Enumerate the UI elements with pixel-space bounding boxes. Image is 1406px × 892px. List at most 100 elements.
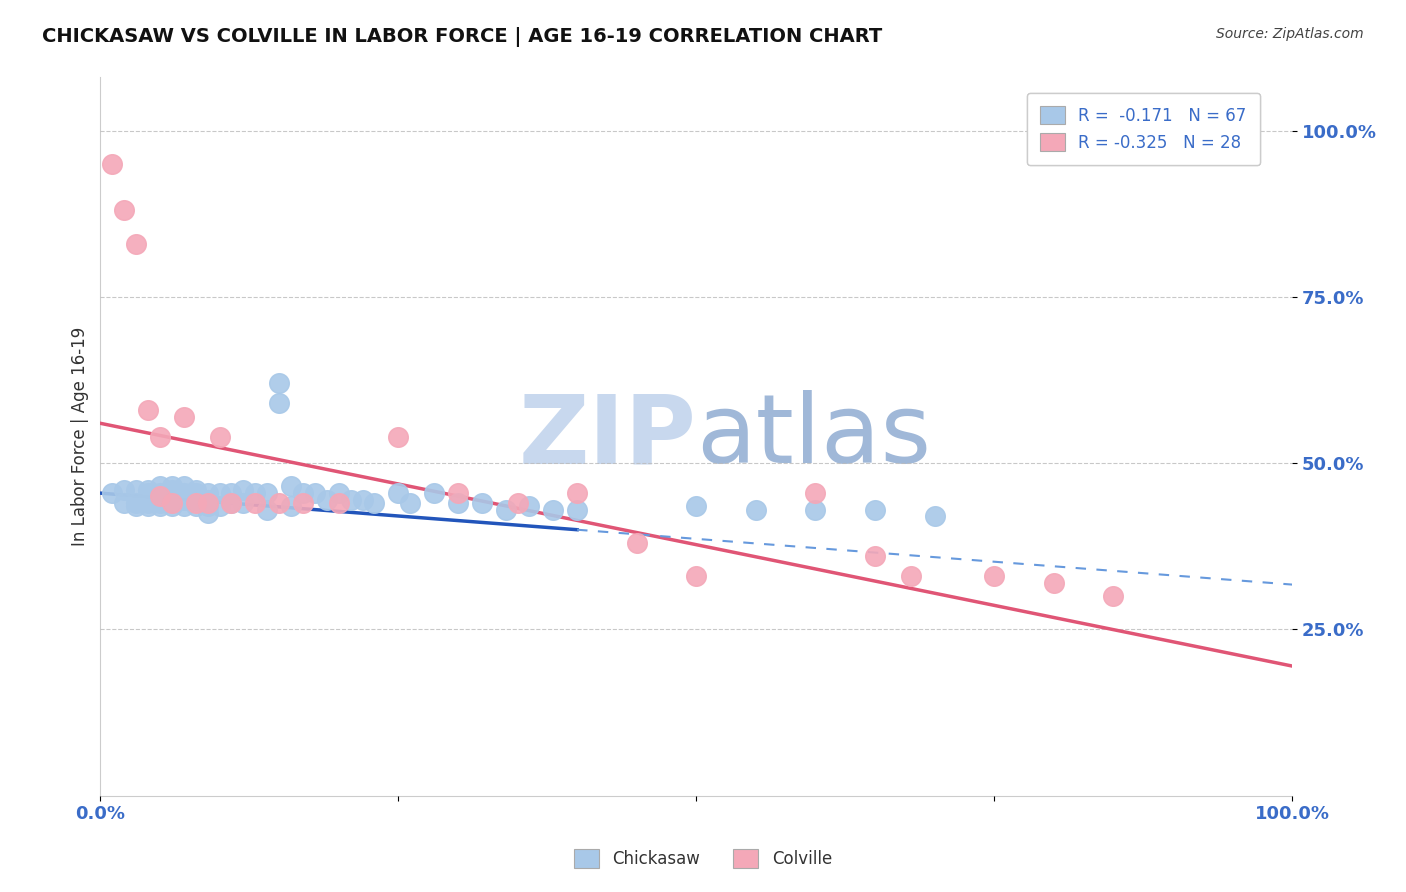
Point [565, 486, 588, 500]
Point [149, 496, 172, 510]
Point [160, 483, 183, 497]
Point [565, 502, 588, 516]
Point [983, 569, 1005, 583]
Point [232, 496, 254, 510]
Point [328, 486, 350, 500]
Point [184, 492, 207, 507]
Point [315, 492, 337, 507]
Point [173, 486, 195, 500]
Point [112, 496, 135, 510]
Point [173, 500, 195, 514]
Point [197, 486, 219, 500]
Point [387, 486, 409, 500]
Point [149, 486, 172, 500]
Point [125, 500, 148, 514]
Point [149, 490, 172, 504]
Point [149, 490, 172, 504]
Point [184, 483, 207, 497]
Point [221, 496, 243, 510]
Y-axis label: In Labor Force | Age 16-19: In Labor Force | Age 16-19 [72, 327, 89, 546]
Point [256, 502, 278, 516]
Point [160, 496, 183, 510]
Point [471, 496, 494, 510]
Point [495, 502, 517, 516]
Text: CHICKASAW VS COLVILLE IN LABOR FORCE | AGE 16-19 CORRELATION CHART: CHICKASAW VS COLVILLE IN LABOR FORCE | A… [42, 27, 883, 46]
Point [269, 376, 291, 391]
Point [173, 492, 195, 507]
Point [269, 396, 291, 410]
Point [112, 203, 135, 218]
Point [245, 486, 267, 500]
Point [125, 483, 148, 497]
Point [232, 483, 254, 497]
Point [208, 486, 231, 500]
Point [149, 479, 172, 493]
Point [208, 500, 231, 514]
Point [745, 502, 768, 516]
Point [160, 496, 183, 510]
Point [136, 483, 159, 497]
Point [280, 500, 302, 514]
Point [804, 502, 827, 516]
Point [101, 157, 124, 171]
Point [136, 496, 159, 510]
Point [1043, 576, 1066, 591]
Point [160, 479, 183, 493]
Point [804, 486, 827, 500]
Point [506, 496, 529, 510]
Point [197, 496, 219, 510]
Point [519, 500, 541, 514]
Point [626, 536, 648, 550]
Point [173, 479, 195, 493]
Point [328, 496, 350, 510]
Point [339, 492, 361, 507]
Point [197, 500, 219, 514]
Point [197, 492, 219, 507]
Point [863, 549, 886, 564]
Point [863, 502, 886, 516]
Point [291, 486, 314, 500]
Point [399, 496, 422, 510]
Point [685, 569, 707, 583]
Point [160, 486, 183, 500]
Point [447, 486, 470, 500]
Point [125, 496, 148, 510]
Point [221, 486, 243, 500]
Point [197, 506, 219, 520]
Point [136, 486, 159, 500]
Point [112, 483, 135, 497]
Point [1102, 589, 1125, 603]
Point [363, 496, 385, 510]
Point [291, 496, 314, 510]
Point [149, 429, 172, 443]
Point [541, 502, 564, 516]
Point [924, 509, 946, 524]
Point [160, 500, 183, 514]
Point [160, 492, 183, 507]
Point [304, 486, 326, 500]
Point [685, 500, 707, 514]
Point [184, 500, 207, 514]
Text: ZIP: ZIP [519, 390, 696, 483]
Point [184, 486, 207, 500]
Point [256, 486, 278, 500]
Point [149, 500, 172, 514]
Point [447, 496, 470, 510]
Point [221, 496, 243, 510]
Text: Source: ZipAtlas.com: Source: ZipAtlas.com [1216, 27, 1364, 41]
Point [136, 403, 159, 417]
Text: atlas: atlas [696, 390, 931, 483]
Point [184, 496, 207, 510]
Legend: Chickasaw, Colville: Chickasaw, Colville [567, 843, 839, 875]
Point [387, 429, 409, 443]
Point [269, 496, 291, 510]
Legend: R =  -0.171   N = 67, R = -0.325   N = 28: R = -0.171 N = 67, R = -0.325 N = 28 [1026, 93, 1260, 165]
Point [280, 479, 302, 493]
Point [423, 486, 446, 500]
Point [245, 496, 267, 510]
Point [900, 569, 922, 583]
Point [101, 486, 124, 500]
Point [125, 236, 148, 251]
Point [136, 500, 159, 514]
Point [173, 409, 195, 424]
